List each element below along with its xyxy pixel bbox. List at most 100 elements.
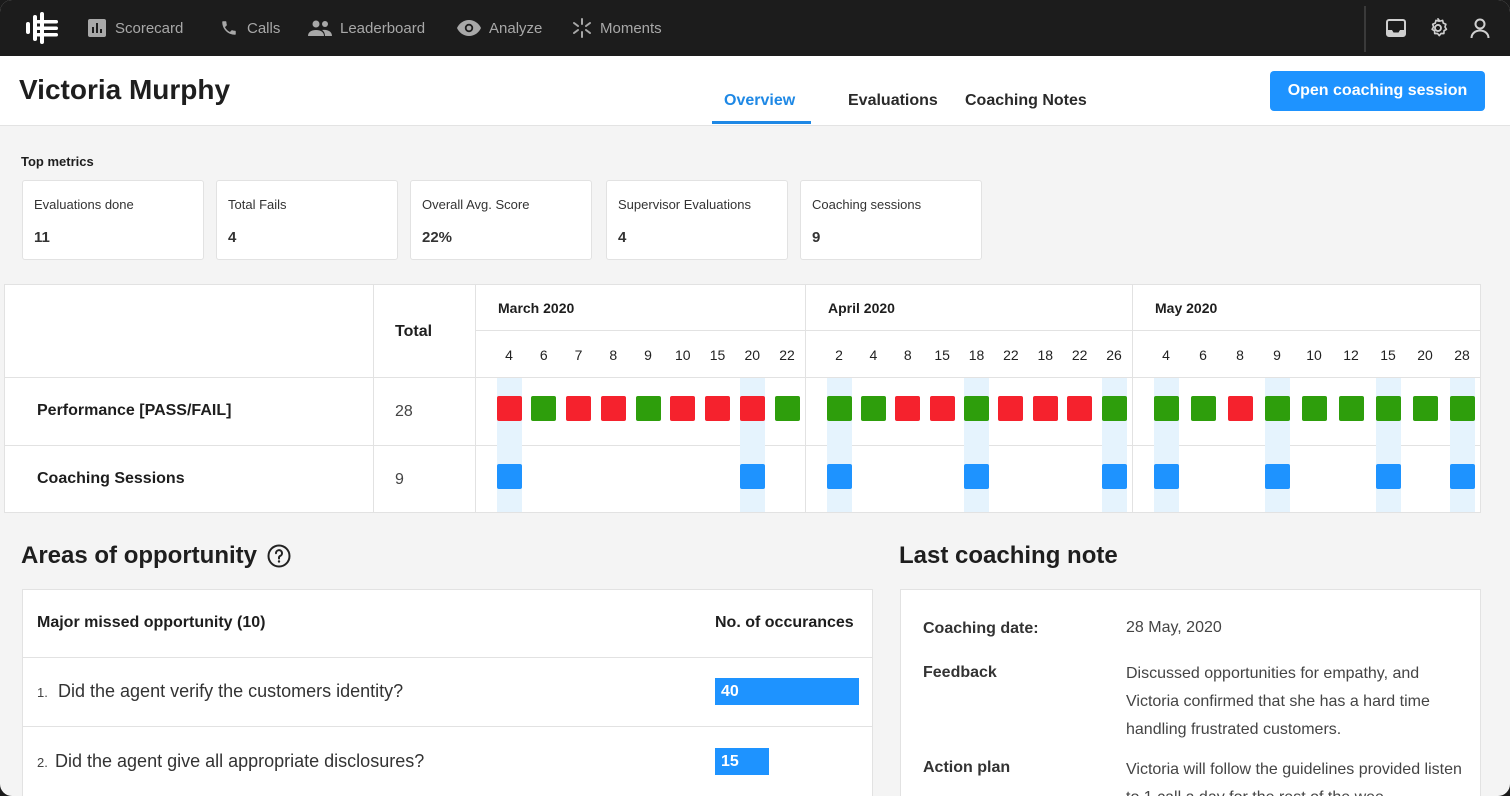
fail-marker <box>496 396 522 421</box>
coaching-marker <box>739 464 765 489</box>
day-label: 9 <box>1273 347 1281 363</box>
day-label: 4 <box>1162 347 1170 363</box>
top-nav: Scorecard Calls Leaderboard Analyze Mome… <box>0 0 1510 56</box>
coaching-marker <box>964 464 989 489</box>
grid-line <box>475 285 476 512</box>
day-label: 7 <box>574 347 583 363</box>
grid-line <box>5 377 1480 378</box>
day-label: 22 <box>779 347 795 363</box>
month-header: May 2020 <box>1155 300 1218 316</box>
day-label: 15 <box>709 347 726 363</box>
pass-marker <box>860 396 886 421</box>
metric-value: 4 <box>228 229 237 246</box>
nav-label: Moments <box>600 19 662 37</box>
feedback-text: Discussed opportunities for empathy, and… <box>1126 665 1430 738</box>
metric-label: Total Fails <box>228 197 287 212</box>
day-label: 15 <box>934 347 950 363</box>
fail-marker <box>705 396 730 421</box>
gear-icon[interactable] <box>1427 17 1449 39</box>
day-label: 10 <box>674 347 691 363</box>
metric-card-avg-score: Overall Avg. Score 22% <box>410 180 592 260</box>
day-label: 8 <box>609 347 618 363</box>
fail-marker <box>1227 396 1253 421</box>
nav-analyze[interactable]: Analyze <box>457 0 542 56</box>
row-divider <box>23 657 872 658</box>
performance-timeline: Total Performance [PASS/FAIL] 28 Coachin… <box>4 284 1481 513</box>
coaching-date-label: Coaching date: <box>923 620 1039 637</box>
nav-calls[interactable]: Calls <box>219 0 280 56</box>
day-label: 12 <box>1343 347 1359 363</box>
grid-line <box>805 285 806 512</box>
logo-icon[interactable] <box>24 12 60 44</box>
occurrence-bar: 40 <box>715 678 859 705</box>
pass-marker <box>826 396 852 421</box>
inbox-icon[interactable] <box>1385 17 1407 39</box>
grid-line <box>373 285 374 512</box>
metric-value: 11 <box>34 229 50 246</box>
help-icon[interactable] <box>267 544 291 568</box>
day-label: 8 <box>903 347 912 363</box>
pass-marker <box>774 396 800 421</box>
opportunity-question: Did the agent verify the customers ident… <box>58 681 404 701</box>
day-label: 28 <box>1454 347 1470 363</box>
row-label-coaching: Coaching Sessions <box>37 470 185 487</box>
phone-icon <box>219 18 239 38</box>
day-label: 20 <box>744 347 761 363</box>
metric-value: 4 <box>618 229 627 246</box>
item-number: 2. <box>37 755 48 770</box>
bar-chart-icon <box>87 18 107 38</box>
coaching-marker <box>1101 464 1127 489</box>
fail-marker <box>600 396 626 421</box>
pass-marker <box>1101 396 1127 421</box>
coaching-marker <box>1153 464 1179 489</box>
day-label: 26 <box>1106 347 1122 363</box>
day-label: 2 <box>835 347 843 363</box>
nav-divider <box>1364 6 1366 52</box>
coaching-marker <box>1264 464 1290 489</box>
nav-scorecard[interactable]: Scorecard <box>87 0 183 56</box>
day-label: 18 <box>968 347 985 363</box>
eye-icon <box>457 18 481 38</box>
metric-label: Overall Avg. Score <box>422 197 530 212</box>
grid-line <box>475 330 1480 331</box>
day-label: 10 <box>1306 347 1322 363</box>
sparkle-icon <box>572 18 592 38</box>
metric-label: Evaluations done <box>34 197 134 212</box>
tab-coaching-notes[interactable]: Coaching Notes <box>965 92 1087 109</box>
coaching-marker <box>1375 464 1401 489</box>
fail-marker <box>739 396 765 421</box>
opportunity-question: Did the agent give all appropriate discl… <box>55 751 425 771</box>
day-label: 20 <box>1417 347 1433 363</box>
nav-label: Scorecard <box>115 19 184 37</box>
open-coaching-session-button[interactable]: Open coaching session <box>1270 71 1485 111</box>
tab-overview[interactable]: Overview <box>724 92 796 109</box>
nav-moments[interactable]: Moments <box>572 0 662 56</box>
pass-marker <box>964 396 989 421</box>
pass-marker <box>1412 396 1438 421</box>
top-metrics-title: Top metrics <box>21 154 94 169</box>
action-plan-label: Action plan <box>923 759 1011 776</box>
day-label: 4 <box>505 347 513 363</box>
day-label: 8 <box>1236 347 1244 363</box>
fail-marker <box>998 396 1024 421</box>
tab-evaluations[interactable]: Evaluations <box>848 92 938 109</box>
pass-marker <box>635 396 661 421</box>
nav-label: Analyze <box>489 19 543 37</box>
day-label: 9 <box>644 347 652 363</box>
page-title: Victoria Murphy <box>19 74 231 105</box>
month-header: April 2020 <box>828 300 895 316</box>
nav-leaderboard[interactable]: Leaderboard <box>308 0 425 56</box>
coaching-note-card: Coaching date: 28 May, 2020 Feedback Dis… <box>900 589 1481 796</box>
pass-marker <box>531 396 557 421</box>
day-label: 15 <box>1380 347 1396 363</box>
metric-value: 22% <box>422 229 453 246</box>
coaching-marker <box>1449 464 1475 489</box>
total-header: Total <box>395 323 433 340</box>
row-divider <box>23 726 872 727</box>
user-icon[interactable] <box>1469 17 1491 39</box>
people-icon <box>308 18 332 38</box>
fail-marker <box>929 396 955 421</box>
nav-label: Leaderboard <box>340 19 426 37</box>
col-header-opportunity: Major missed opportunity (10) <box>37 614 266 631</box>
